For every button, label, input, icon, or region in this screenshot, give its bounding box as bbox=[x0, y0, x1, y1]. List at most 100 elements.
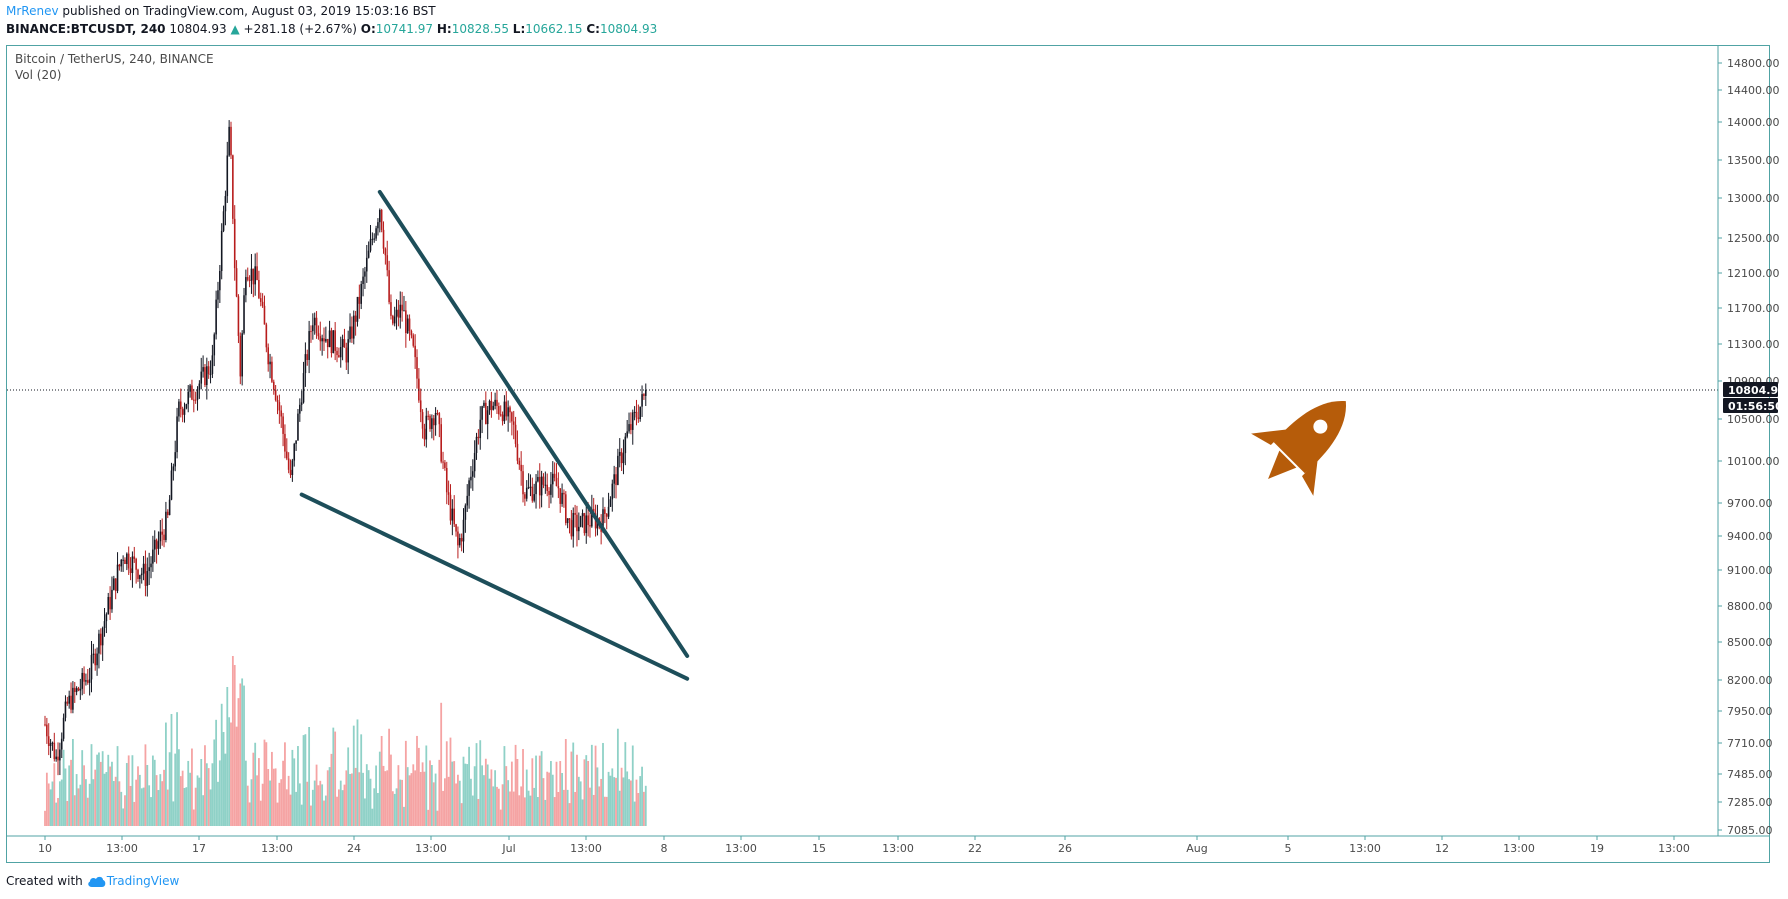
volume-bar bbox=[458, 780, 461, 826]
volume-bar bbox=[81, 750, 84, 826]
volume-bar bbox=[323, 800, 325, 826]
cloud-icon bbox=[88, 876, 106, 887]
candle-body bbox=[47, 736, 50, 747]
candle-body bbox=[613, 474, 615, 484]
candle-body bbox=[217, 290, 219, 300]
volume-bar bbox=[44, 810, 46, 826]
volume-bar bbox=[596, 767, 599, 826]
volume-bar bbox=[564, 739, 567, 826]
volume-bar bbox=[386, 770, 389, 826]
volume-bar bbox=[354, 767, 357, 826]
candle-body bbox=[323, 338, 325, 342]
candle-body bbox=[464, 505, 467, 520]
candle-body bbox=[83, 672, 85, 682]
candle-body bbox=[90, 654, 93, 680]
volume-bar bbox=[148, 785, 151, 826]
candle-body bbox=[215, 299, 217, 335]
candle-body bbox=[512, 421, 515, 425]
volume-bar bbox=[137, 766, 139, 826]
volume-bar bbox=[267, 769, 270, 826]
volume-bar bbox=[568, 803, 571, 826]
candle-body bbox=[563, 492, 565, 495]
candle-body bbox=[468, 480, 470, 496]
volume-bar bbox=[364, 798, 366, 826]
candle-body bbox=[139, 575, 141, 579]
x-tick-label: 13:00 bbox=[1658, 842, 1690, 855]
volume-bar bbox=[170, 714, 173, 826]
candle-body bbox=[198, 383, 201, 390]
candle-body bbox=[159, 531, 162, 542]
x-tick-label: 13:00 bbox=[882, 842, 914, 855]
volume-bar bbox=[57, 797, 59, 826]
candle-body bbox=[280, 410, 283, 417]
volume-bar bbox=[397, 765, 400, 826]
trendline-upper[interactable] bbox=[377, 189, 690, 658]
volume-bar bbox=[142, 787, 145, 826]
candle-body bbox=[220, 230, 223, 271]
volume-bar bbox=[291, 749, 294, 826]
chart-pane[interactable] bbox=[6, 45, 1770, 863]
candle-body bbox=[419, 400, 422, 413]
volume-bar bbox=[466, 764, 469, 826]
volume-bar bbox=[427, 809, 430, 826]
candle-body bbox=[472, 471, 474, 477]
candle-body bbox=[96, 653, 98, 666]
volume-bar bbox=[566, 789, 569, 826]
volume-bar bbox=[581, 799, 584, 826]
volume-bar bbox=[337, 789, 340, 826]
high-label: H: bbox=[436, 22, 452, 36]
y-tick-label: 7485.00 bbox=[1727, 768, 1773, 781]
volume-bar bbox=[178, 749, 180, 826]
volume-bar bbox=[328, 767, 331, 826]
volume-bar bbox=[406, 767, 409, 826]
volume-bar bbox=[484, 758, 487, 826]
tradingview-link[interactable]: TradingView bbox=[87, 874, 180, 888]
volume-bar bbox=[349, 773, 351, 826]
trendline-lower[interactable] bbox=[299, 492, 690, 681]
volume-bar bbox=[252, 752, 255, 826]
price-axis[interactable]: 14800.00 14400.00 14000.00 13500.00 13000.00… bbox=[1718, 57, 1780, 837]
volume-bar bbox=[49, 789, 52, 826]
volume-bar bbox=[317, 785, 320, 826]
candle-body bbox=[55, 756, 57, 760]
volume-bar bbox=[77, 788, 80, 826]
volume-bar bbox=[183, 788, 186, 826]
volume-bar bbox=[111, 761, 113, 826]
candle-body bbox=[85, 680, 87, 682]
candle-body bbox=[628, 424, 630, 432]
time-axis[interactable]: 10 13:00 17 13:00 24 13:00 Jul 13:00 8 13:00 15 13:… bbox=[38, 836, 1690, 855]
volume-bar bbox=[271, 751, 273, 826]
candle-body bbox=[624, 436, 627, 454]
trendlines[interactable] bbox=[299, 189, 690, 681]
volume-bar bbox=[371, 808, 374, 826]
volume-bar bbox=[626, 771, 629, 826]
volume-bar bbox=[382, 765, 385, 826]
volume-bar bbox=[488, 778, 491, 826]
candle-body bbox=[364, 271, 366, 277]
candle-body bbox=[44, 724, 46, 726]
candle-body bbox=[511, 412, 513, 422]
candle-body bbox=[405, 310, 407, 334]
candle-body bbox=[122, 559, 124, 561]
volume-bar bbox=[233, 665, 236, 826]
volume-bar bbox=[416, 735, 418, 826]
candle-body bbox=[306, 354, 309, 360]
candle-body bbox=[570, 520, 573, 537]
volume-bar bbox=[542, 778, 545, 826]
volume-bar bbox=[388, 728, 390, 826]
candle-body bbox=[259, 298, 262, 302]
candle-body bbox=[153, 539, 156, 550]
volume-bar bbox=[151, 755, 154, 826]
volume-bar bbox=[611, 768, 614, 826]
tradingview-brand: TradingView bbox=[106, 874, 180, 888]
candle-body bbox=[233, 218, 236, 269]
volume-bar bbox=[518, 795, 521, 826]
volume-bar bbox=[341, 790, 344, 826]
volume-bar bbox=[600, 778, 603, 826]
volume-bar bbox=[522, 749, 524, 826]
author-link[interactable]: MrRenev bbox=[6, 4, 59, 18]
candle-body bbox=[579, 516, 582, 527]
candle-body bbox=[213, 334, 216, 356]
volume-bar bbox=[88, 783, 91, 826]
